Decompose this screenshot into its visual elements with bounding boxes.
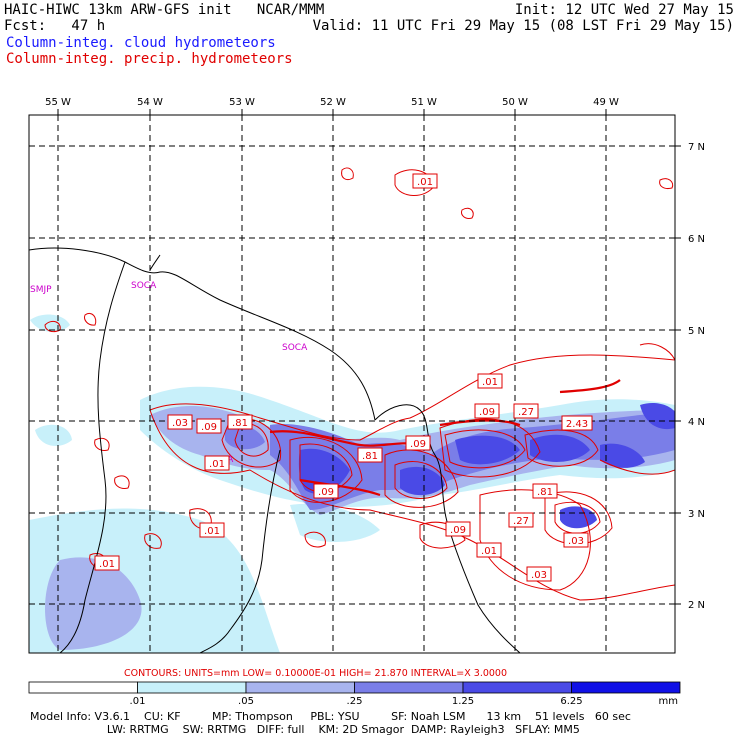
colorbar-tick-label: .25 — [347, 696, 363, 707]
contour-label: .81 — [537, 487, 553, 498]
legend-cloud: Column-integ. cloud hydrometeors — [6, 35, 276, 51]
contour-label-box — [513, 403, 539, 419]
contour-label-box — [94, 555, 120, 571]
lon-label: 55 W — [45, 97, 71, 108]
contour-label: .03 — [172, 418, 188, 429]
precip-contours — [44, 167, 675, 601]
lat-label: 7 N — [688, 142, 705, 153]
init-time: Init: 12 UTC Wed 27 May 15 — [514, 2, 734, 18]
contour-label-box — [508, 512, 534, 528]
lon-label: 51 W — [411, 97, 437, 108]
latlon-grid — [29, 115, 675, 653]
tick-marks — [57, 109, 681, 605]
colorbar-tick-label: .05 — [238, 696, 254, 707]
contour-label: .09 — [410, 439, 426, 450]
contour-label-box — [474, 403, 500, 419]
map-frame — [28, 114, 676, 654]
model-info-line1: Model Info: V3.6.1 CU: KF MP: Thompson P… — [30, 710, 631, 723]
colorbar: .01 .05 .25 1.25 6.25 mm — [28, 681, 681, 707]
contour-label-box — [532, 483, 558, 499]
lon-label: 49 W — [593, 97, 619, 108]
contour-label-box — [227, 414, 253, 430]
lat-label: 4 N — [688, 417, 705, 428]
contour-label: .01 — [481, 546, 497, 557]
contour-label-box — [357, 447, 383, 463]
colorbar-segment — [571, 681, 681, 694]
forecast-hour: Fcst: 47 h — [4, 18, 106, 34]
legend-precip: Column-integ. precip. hydrometeors — [6, 51, 293, 67]
valid-time: Valid: 11 UTC Fri 29 May 15 (08 LST Fri … — [312, 18, 734, 34]
cloud-shading — [29, 314, 675, 653]
colorbar-segment — [137, 681, 247, 694]
contour-label: .01 — [417, 177, 433, 188]
contour-label-box — [167, 414, 193, 430]
contour-label: .03 — [568, 536, 584, 547]
colorbar-segment — [245, 681, 355, 694]
colorbar-segment — [354, 681, 464, 694]
contour-label-box — [477, 373, 503, 389]
colorbar-segment — [462, 681, 572, 694]
lon-label: 50 W — [502, 97, 528, 108]
contour-label: 2.43 — [566, 419, 588, 430]
contour-label-box — [313, 483, 339, 499]
contour-label: .09 — [450, 525, 466, 536]
contour-label-box — [563, 532, 589, 548]
colorbar-tick-label: .01 — [130, 696, 146, 707]
contour-label: .09 — [318, 487, 334, 498]
contour-label: .01 — [99, 559, 115, 570]
contour-label: .27 — [513, 516, 529, 527]
lat-label: 2 N — [688, 600, 705, 611]
station-label: SMJP — [30, 285, 52, 295]
colorbar-segment — [28, 681, 138, 694]
contour-label: .01 — [204, 526, 220, 537]
contour-label-box — [204, 455, 230, 471]
contour-label-box — [405, 435, 431, 451]
contour-label: .09 — [479, 407, 495, 418]
contour-label-group: .01 .03 .09 .81 .01 .81 .09 .01 .09 .27 .01 .09 .81.… — [94, 173, 593, 582]
contour-label: .01 — [482, 377, 498, 388]
contour-label: .27 — [518, 407, 534, 418]
model-title: HAIC-HIWC 13km ARW-GFS init NCAR/MMM — [4, 2, 325, 18]
contour-label: .01 — [209, 459, 225, 470]
contour-label-box — [445, 521, 471, 537]
contour-label-box — [561, 415, 593, 431]
colorbar-tick-label: 1.25 — [452, 696, 474, 707]
contour-label: .81 — [232, 418, 248, 429]
contour-label-box — [196, 418, 222, 434]
contour-label: .03 — [531, 570, 547, 581]
lat-label: 3 N — [688, 509, 705, 520]
station-label: SOCA — [282, 343, 308, 353]
contour-label-box — [199, 522, 225, 538]
lon-label: 53 W — [229, 97, 255, 108]
contour-label-box — [412, 173, 438, 189]
lat-label: 6 N — [688, 234, 705, 245]
lon-label: 54 W — [137, 97, 163, 108]
contour-info: CONTOURS: UNITS=mm LOW= 0.10000E-01 HIGH… — [124, 668, 507, 679]
station-label: SOCA — [131, 281, 157, 291]
contour-label-box — [526, 566, 552, 582]
coastline — [29, 247, 521, 653]
contour-label: .09 — [201, 422, 217, 433]
lon-label: 52 W — [320, 97, 346, 108]
lat-label: 5 N — [688, 326, 705, 337]
model-info-line2: LW: RRTMG SW: RRTMG DIFF: full KM: 2D Sm… — [30, 723, 580, 736]
contour-label-box — [476, 542, 502, 558]
colorbar-tick-label: 6.25 — [560, 696, 582, 707]
contour-label: .81 — [362, 451, 378, 462]
colorbar-units: mm — [659, 696, 678, 707]
